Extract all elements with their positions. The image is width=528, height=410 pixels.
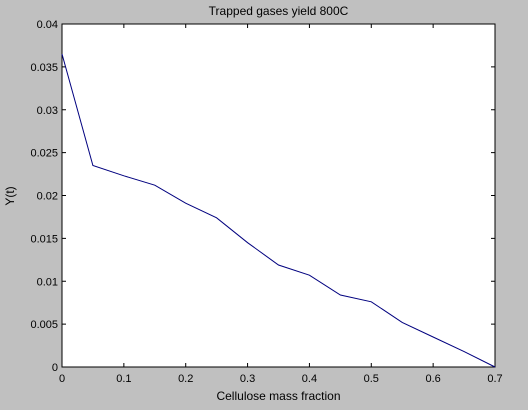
plot-area — [61, 23, 496, 368]
y-tick-label: 0.015 — [30, 233, 58, 245]
y-tick-label: 0.01 — [37, 276, 58, 288]
series-layer — [61, 53, 496, 368]
x-tick-label: 0.6 — [425, 373, 440, 385]
x-axis-ticks: 0 0.1 0.2 0.3 0.4 0.5 0.6 0.7 — [59, 24, 503, 385]
series-line — [61, 53, 496, 368]
y-tick-label: 0.04 — [37, 19, 58, 31]
y-axis-ticks: 0 0.005 0.01 0.015 0.02 0.025 0.03 0.035 0.04 — [30, 19, 495, 374]
y-tick-label: 0.025 — [30, 148, 58, 160]
y-tick-label: 0.035 — [30, 62, 58, 74]
y-axis-label: Y(t) — [3, 186, 17, 205]
x-tick-label: 0.2 — [178, 373, 193, 385]
y-tick-label: 0.005 — [30, 319, 58, 331]
y-tick-label: 0.02 — [37, 191, 58, 203]
x-tick-label: 0 — [59, 373, 65, 385]
chart-title: Trapped gases yield 800C — [209, 4, 349, 18]
x-tick-label: 0.7 — [487, 373, 502, 385]
y-tick-label: 0.03 — [37, 105, 58, 117]
y-tick-label: 0 — [52, 362, 58, 374]
x-tick-label: 0.4 — [302, 373, 317, 385]
x-axis-label: Cellulose mass fraction — [216, 389, 340, 403]
x-tick-label: 0.3 — [240, 373, 255, 385]
x-tick-label: 0.5 — [364, 373, 379, 385]
x-tick-label: 0.1 — [116, 373, 131, 385]
